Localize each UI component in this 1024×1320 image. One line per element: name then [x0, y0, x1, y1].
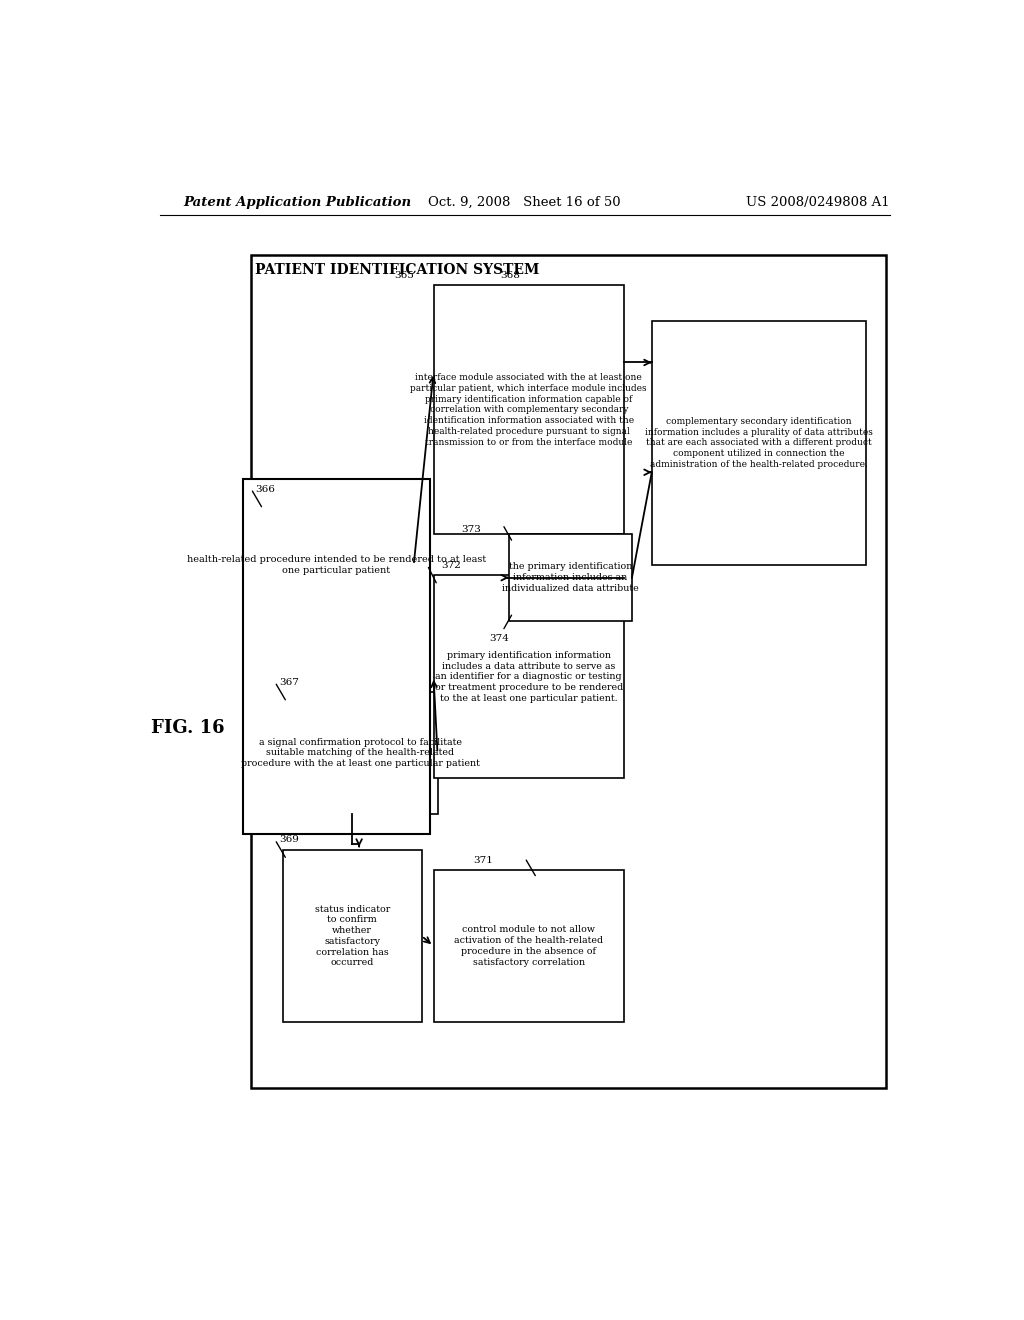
- Text: 374: 374: [489, 634, 509, 643]
- Text: 365: 365: [394, 272, 414, 280]
- Text: PATIENT IDENTIFICATION SYSTEM: PATIENT IDENTIFICATION SYSTEM: [255, 263, 540, 277]
- Bar: [251, 255, 886, 1089]
- Text: interface module associated with the at least one
particular patient, which inte: interface module associated with the at …: [411, 374, 647, 446]
- Text: the primary identification
information includes an
individualized data attribute: the primary identification information i…: [502, 562, 639, 593]
- Text: 367: 367: [279, 678, 299, 686]
- Text: primary identification information
includes a data attribute to serve as
an iden: primary identification information inclu…: [434, 651, 623, 702]
- Text: Oct. 9, 2008   Sheet 16 of 50: Oct. 9, 2008 Sheet 16 of 50: [428, 195, 622, 209]
- Text: a signal confirmation protocol to facilitate
suitable matching of the health-rel: a signal confirmation protocol to facili…: [241, 738, 479, 768]
- Text: Patent Application Publication: Patent Application Publication: [183, 195, 412, 209]
- Bar: [243, 479, 430, 834]
- Text: 373: 373: [461, 525, 481, 535]
- Text: complementary secondary identification
information includes a plurality of data : complementary secondary identification i…: [645, 417, 872, 469]
- Bar: [652, 321, 866, 565]
- Text: control module to not allow
activation of the health-related
procedure in the ab: control module to not allow activation o…: [455, 925, 603, 966]
- Text: 372: 372: [441, 561, 462, 570]
- Bar: [433, 576, 624, 779]
- Text: FIG. 16: FIG. 16: [151, 718, 224, 737]
- Text: 371: 371: [473, 855, 494, 865]
- Text: 369: 369: [279, 836, 299, 845]
- Bar: [283, 692, 437, 814]
- Bar: [433, 285, 624, 535]
- Bar: [259, 499, 414, 631]
- Bar: [283, 850, 422, 1022]
- Bar: [509, 535, 632, 620]
- Text: 366: 366: [255, 484, 274, 494]
- Text: US 2008/0249808 A1: US 2008/0249808 A1: [746, 195, 890, 209]
- Text: health-related procedure intended to be rendered to at least
one particular pati: health-related procedure intended to be …: [186, 556, 486, 574]
- Text: status indicator
to confirm
whether
satisfactory
correlation has
occurred: status indicator to confirm whether sati…: [314, 904, 390, 968]
- Text: 368: 368: [500, 272, 520, 280]
- Bar: [433, 870, 624, 1022]
